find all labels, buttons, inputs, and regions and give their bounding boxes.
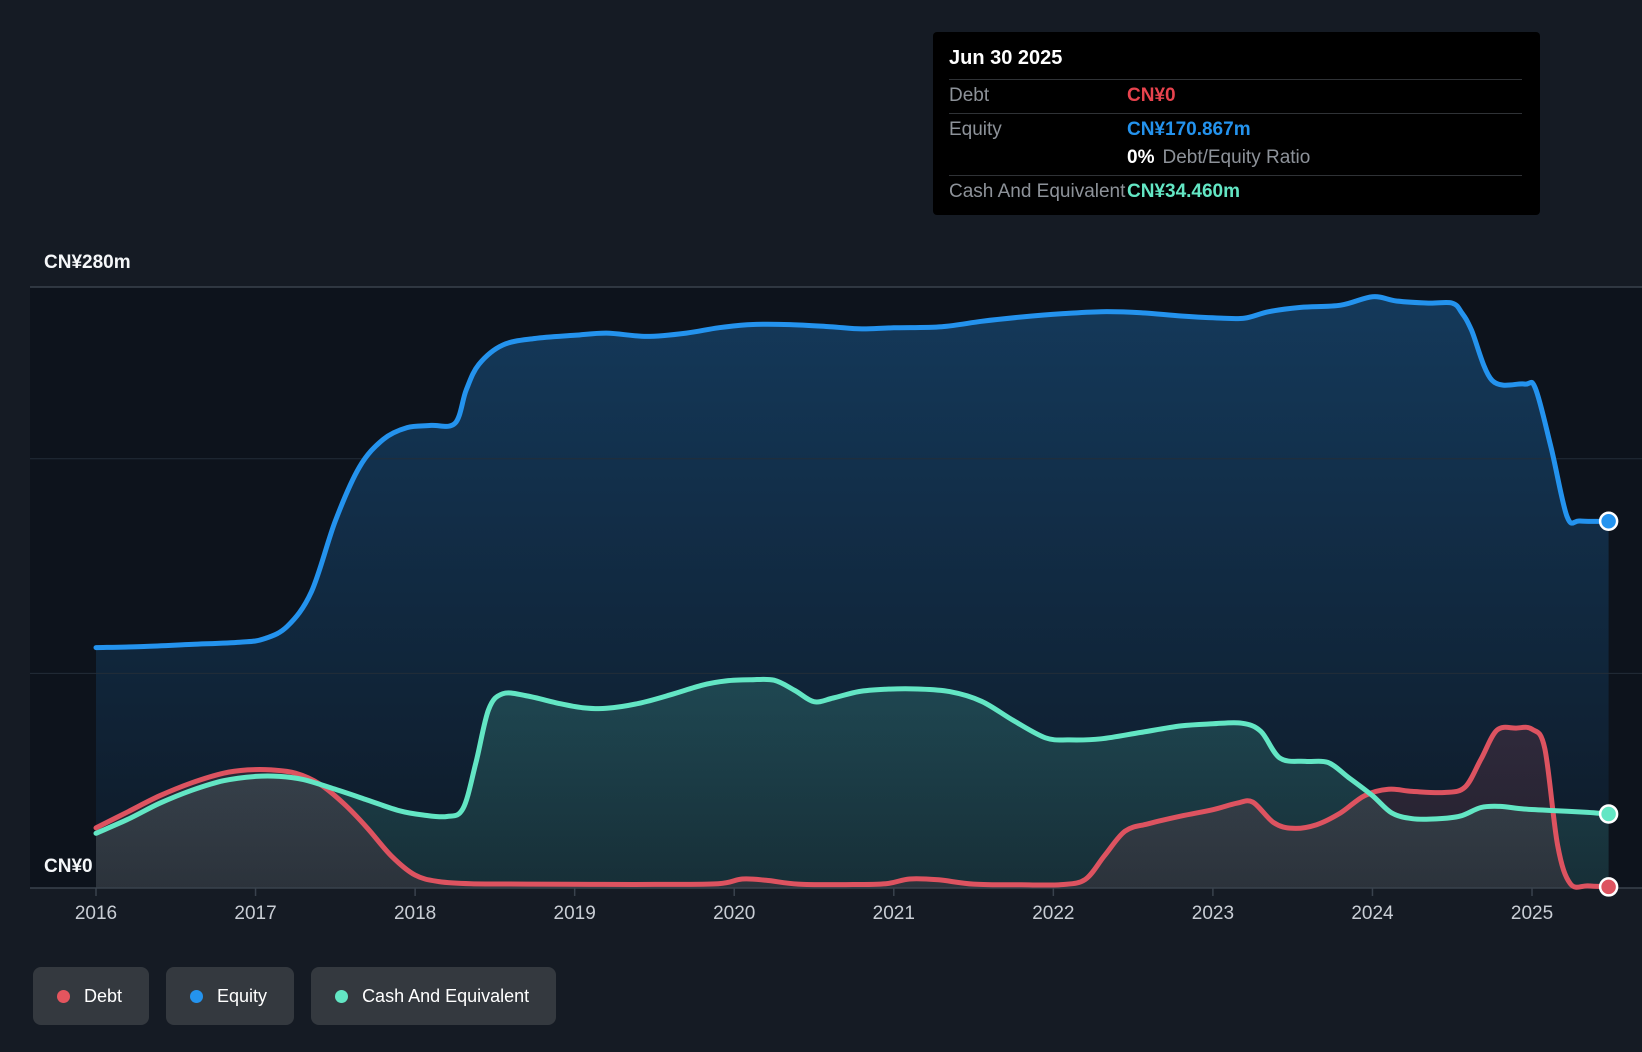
debt-endpoint-dot — [1598, 877, 1619, 897]
legend-chip-cash[interactable]: Cash And Equivalent — [311, 967, 557, 1025]
tooltip-ratio-label: Debt/Equity Ratio — [1162, 147, 1311, 168]
tooltip-cash-label: Cash And Equivalent — [949, 181, 1126, 202]
legend-equity-label: Equity — [217, 985, 268, 1006]
x-tick-label-2018: 2018 — [394, 903, 436, 924]
tooltip-row-cash: Cash And Equivalent CN¥34.460m — [949, 176, 1522, 209]
y-axis-top-label: CN¥280m — [44, 252, 131, 273]
legend-debt-label: Debt — [84, 985, 123, 1006]
tooltip-debt-value: CN¥0 — [1127, 85, 1176, 106]
x-tick-label-2017: 2017 — [234, 903, 276, 924]
x-tick-label-2022: 2022 — [1032, 903, 1074, 924]
tooltip-equity-value: CN¥170.867m — [1127, 119, 1251, 140]
x-tick-label-2021: 2021 — [873, 903, 915, 924]
x-tick-label-2023: 2023 — [1192, 903, 1234, 924]
tooltip-equity-label: Equity — [949, 119, 1002, 140]
x-tick-label-2016: 2016 — [75, 903, 117, 924]
tooltip-debt-label: Debt — [949, 85, 990, 106]
debt-area-fill — [96, 727, 1609, 888]
chart-legend: Debt Equity Cash And Equivalent — [33, 967, 557, 1025]
legend-cash-label: Cash And Equivalent — [362, 985, 530, 1006]
y-axis-zero-label: CN¥0 — [44, 856, 93, 877]
legend-chip-equity[interactable]: Equity — [166, 967, 295, 1025]
x-tick-label-2020: 2020 — [713, 903, 755, 924]
chart-tooltip: Jun 30 2025 Debt CN¥0 Equity CN¥170.867m… — [933, 32, 1540, 215]
x-tick-label-2025: 2025 — [1511, 903, 1553, 924]
equity-series-dot-icon — [190, 989, 204, 1003]
tooltip-ratio-value: 0% — [1127, 147, 1155, 168]
cash-series-dot-icon — [335, 989, 349, 1003]
tooltip-date: Jun 30 2025 — [949, 45, 1522, 80]
legend-chip-debt[interactable]: Debt — [33, 967, 150, 1025]
tooltip-row-ratio: 0% Debt/Equity Ratio — [949, 147, 1522, 176]
cash-endpoint-dot — [1598, 804, 1619, 824]
debt-series-dot-icon — [57, 989, 70, 1003]
x-tick-label-2019: 2019 — [554, 903, 596, 924]
tooltip-row-equity: Equity CN¥170.867m — [949, 114, 1522, 147]
debt-line — [93, 724, 1612, 890]
cash-line — [93, 676, 1612, 836]
x-tick-label-2024: 2024 — [1351, 903, 1394, 924]
tooltip-row-debt: Debt CN¥0 — [949, 80, 1522, 114]
equity-endpoint-dot — [1598, 511, 1619, 531]
tooltip-cash-value: CN¥34.460m — [1127, 181, 1241, 202]
equity-line — [93, 294, 1612, 651]
